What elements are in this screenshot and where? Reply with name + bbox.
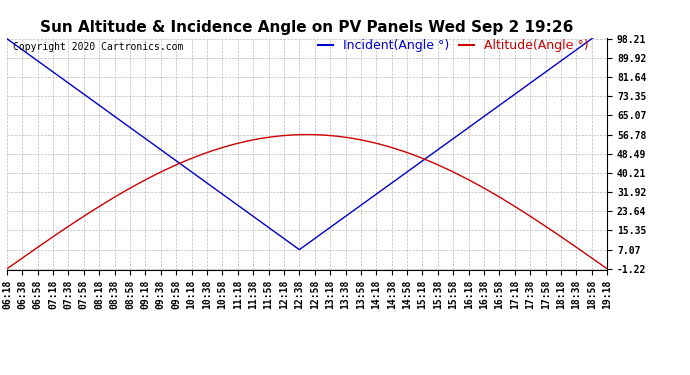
Legend: Incident(Angle °), Altitude(Angle °): Incident(Angle °), Altitude(Angle °) (318, 39, 589, 52)
Title: Sun Altitude & Incidence Angle on PV Panels Wed Sep 2 19:26: Sun Altitude & Incidence Angle on PV Pan… (40, 20, 574, 35)
Text: Copyright 2020 Cartronics.com: Copyright 2020 Cartronics.com (13, 42, 184, 52)
